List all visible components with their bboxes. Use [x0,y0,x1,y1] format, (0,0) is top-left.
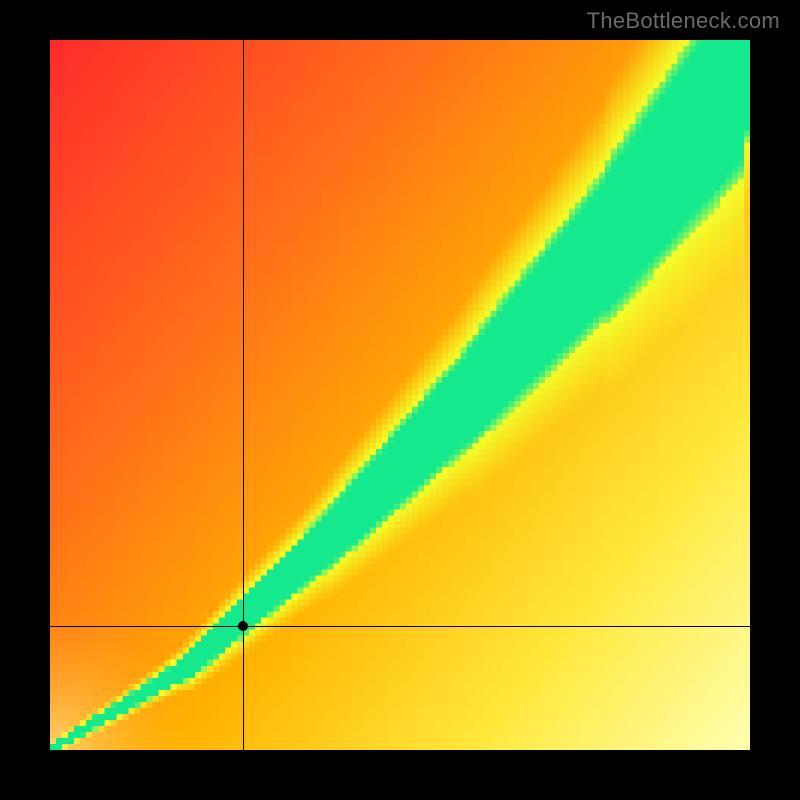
bottleneck-heatmap [50,40,750,750]
crosshair-marker-dot [238,621,248,631]
crosshair-vertical-line [243,40,244,750]
watermark-text: TheBottleneck.com [587,8,780,34]
heatmap-canvas [50,40,750,750]
crosshair-horizontal-line [50,626,750,627]
